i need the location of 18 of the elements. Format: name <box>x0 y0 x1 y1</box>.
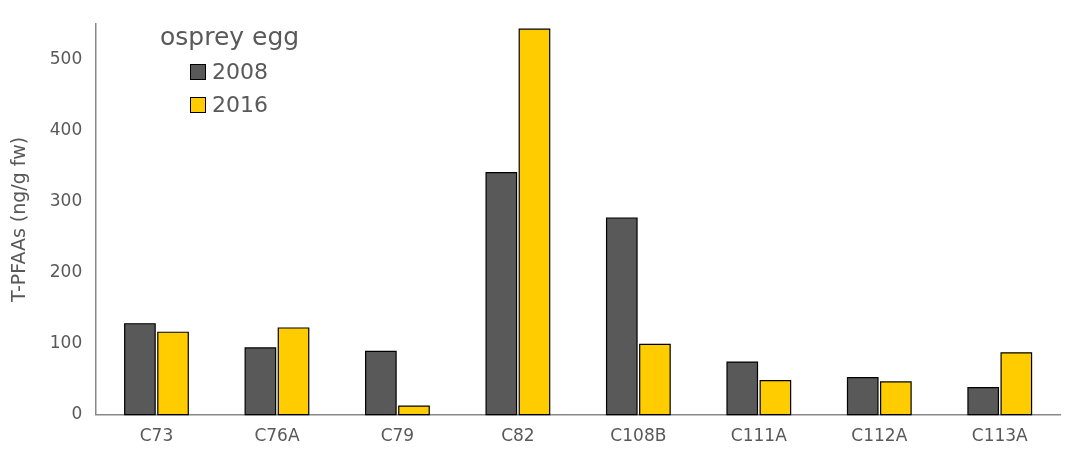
x-tick-label: C79 <box>380 425 415 446</box>
y-tick-label: 100 <box>49 332 83 353</box>
y-tick-label: 500 <box>49 48 83 69</box>
y-axis-title: T-PFAAs (ng/g fw) <box>7 136 30 303</box>
x-tick-label: C113A <box>971 425 1029 446</box>
x-tick-label: C73 <box>139 425 174 446</box>
y-tick-label: 200 <box>49 261 83 282</box>
x-tick-label: C108B <box>610 425 667 446</box>
legend-label: 2016 <box>212 92 268 117</box>
x-tick-label: C112A <box>851 425 908 446</box>
x-tick-label: C111A <box>730 425 788 446</box>
legend-title: osprey egg <box>160 22 300 51</box>
legend-label: 2008 <box>212 59 268 84</box>
x-tick-label: C76A <box>254 425 300 446</box>
x-tick-label: C82 <box>501 425 535 446</box>
y-tick-label: 0 <box>71 403 83 424</box>
y-tick-label: 400 <box>49 119 83 140</box>
y-tick-label: 300 <box>49 190 83 211</box>
